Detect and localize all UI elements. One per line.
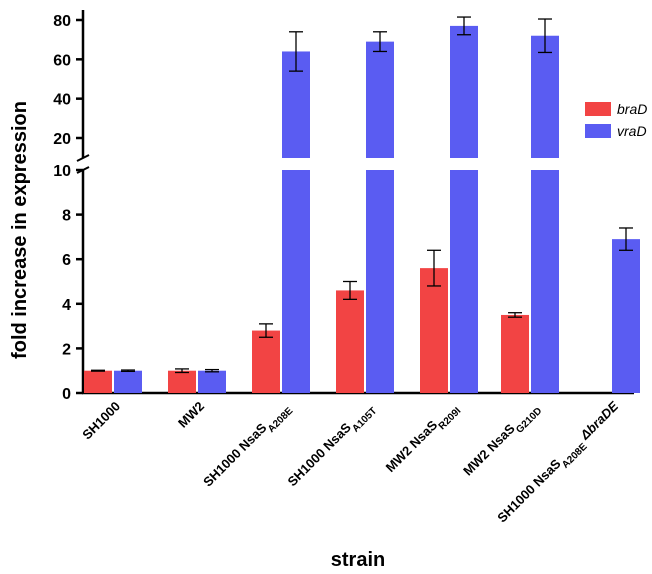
bar-brad	[252, 330, 280, 393]
category-label: MW2	[175, 399, 207, 431]
bar-vrad-lower	[531, 170, 559, 393]
bar-vrad-upper	[450, 25, 478, 159]
bar-brad	[168, 370, 196, 393]
y-tick-label: 8	[62, 208, 71, 225]
legend-swatch-vrad	[585, 124, 611, 138]
bar-vrad-upper	[366, 41, 394, 159]
bar-brad	[336, 290, 364, 393]
bar-vrad-lower	[366, 170, 394, 393]
category-label: MW2 NsaSG210D	[460, 399, 544, 483]
category-label: MW2 NsaSR209I	[383, 398, 464, 479]
y-axis-ticks: 0 2 4 6 8 10 20 40 60 80	[53, 13, 83, 403]
y-tick-label: 6	[62, 252, 71, 269]
bar-vrad-upper	[531, 35, 559, 158]
y-tick-label: 10	[53, 163, 71, 180]
y-tick-label: 80	[53, 13, 71, 30]
category-label: SH1000 NsaSA208E ΔbraDE	[494, 398, 625, 529]
bar-vrad	[198, 370, 226, 393]
legend: braD vraD	[585, 101, 647, 139]
bar-vrad-lower	[450, 170, 478, 393]
category-label: SH1000	[79, 399, 123, 443]
bar-vrad	[612, 239, 640, 393]
bar-vrad	[114, 370, 142, 393]
y-tick-label: 20	[53, 131, 71, 148]
bar-brad	[501, 314, 529, 393]
bar-brad	[84, 370, 112, 393]
legend-label-vrad: vraD	[617, 123, 647, 139]
category-label: SH1000 NsaSA105T	[285, 399, 379, 493]
axis-break-mark-top	[76, 154, 90, 162]
y-tick-label: 60	[53, 52, 71, 69]
legend-swatch-brad	[585, 102, 611, 116]
bar-vrad-lower	[282, 170, 310, 393]
bar-brad	[420, 268, 448, 393]
legend-label-brad: braD	[617, 101, 647, 117]
y-tick-label: 4	[62, 297, 71, 314]
y-tick-label: 40	[53, 92, 71, 109]
y-tick-label: 2	[62, 341, 71, 358]
y-tick-label: 0	[62, 386, 71, 403]
bars-group	[84, 16, 640, 393]
x-axis-title: strain	[331, 549, 385, 571]
category-label: SH1000 NsaSA208E	[200, 398, 295, 493]
y-axis-title: fold increase in expression	[9, 101, 31, 359]
